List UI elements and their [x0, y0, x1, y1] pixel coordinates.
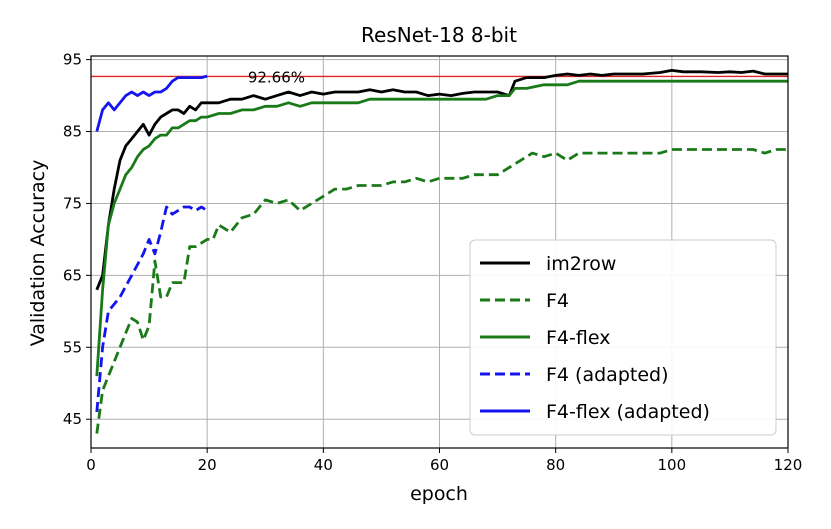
x-tick-label: 0 [86, 456, 96, 474]
x-axis-label: epoch [410, 483, 468, 505]
series-line-im2row [95, 69, 788, 291]
axis-ticks: 0 20 40 60 80 100 120 45 55 65 75 85 95 [63, 51, 802, 474]
series-line-f4 [95, 148, 788, 434]
legend: im2row F4 F4-flex F4 (adapted) F4-flex (adap… [469, 239, 777, 436]
reference-line-label: 92.66% [248, 68, 305, 86]
x-tick-label: 40 [314, 456, 333, 474]
y-tick-label: 75 [63, 194, 82, 212]
chart-title: ResNet-18 8-bit [361, 23, 517, 47]
series-line-f4-flex-adapted [95, 74, 208, 132]
y-tick-label: 95 [63, 51, 82, 69]
series-lines [95, 69, 788, 434]
legend-label: F4-flex (adapted) [546, 401, 710, 423]
y-tick-label: 45 [63, 410, 82, 428]
legend-label: im2row [546, 253, 616, 275]
legend-label: F4 [546, 290, 569, 312]
x-tick-label: 20 [198, 456, 217, 474]
x-tick-label: 100 [658, 456, 687, 474]
legend-box [469, 239, 777, 436]
x-tick-label: 80 [546, 456, 565, 474]
y-tick-label: 65 [63, 266, 82, 284]
series-line-f4-flex [95, 79, 788, 377]
series-line-f4-adapted [95, 205, 208, 413]
x-tick-label: 60 [430, 456, 449, 474]
y-axis-label: Validation Accuracy [27, 160, 49, 347]
legend-label: F4-flex [546, 327, 610, 349]
y-tick-label: 55 [63, 338, 82, 356]
legend-label: F4 (adapted) [546, 364, 669, 386]
x-tick-label: 120 [774, 456, 803, 474]
y-tick-label: 85 [63, 123, 82, 141]
